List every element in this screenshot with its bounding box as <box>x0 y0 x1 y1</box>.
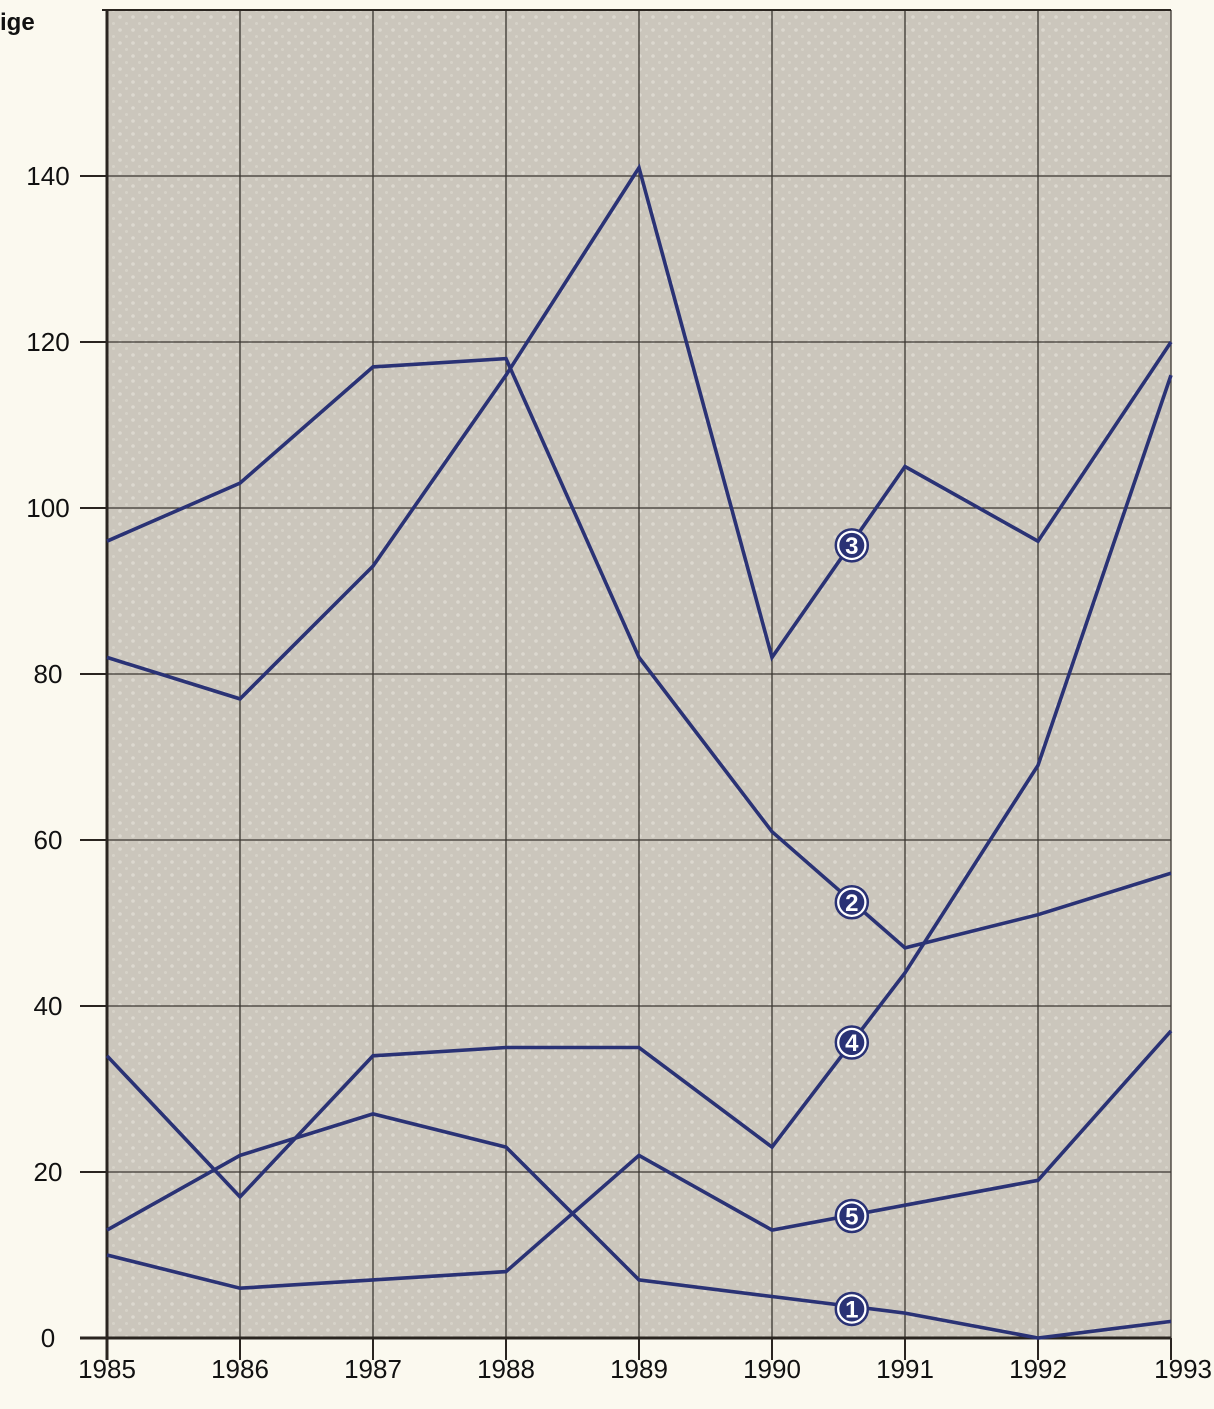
series-line-5 <box>106 1112 1172 1340</box>
x-tick-label-1989: 1989 <box>610 1354 668 1384</box>
series-line-3 <box>106 163 1173 701</box>
series-marker-1: 1 <box>834 1291 870 1327</box>
series-marker-3: 3 <box>834 528 870 563</box>
series-marker-5: 5 <box>834 1198 870 1234</box>
series-marker-2: 2 <box>834 885 870 920</box>
x-tick-label-1993: 1993 <box>1154 1354 1212 1384</box>
marker-label-2: 2 <box>845 890 858 917</box>
x-tick-label-1986: 1986 <box>211 1354 269 1384</box>
series-markers: 1 2 3 4 5 <box>834 528 870 1327</box>
marker-label-4: 4 <box>845 1030 859 1057</box>
x-tick-label-1988: 1988 <box>477 1354 535 1384</box>
gridlines <box>102 9 1172 1338</box>
series-marker-4: 4 <box>834 1025 870 1060</box>
marker-label-1: 1 <box>845 1296 858 1323</box>
series-lines <box>105 163 1173 1340</box>
series-line-1 <box>106 1029 1173 1291</box>
y-tick-label-120: 120 <box>26 327 69 357</box>
y-axis-label: ige <box>0 9 35 36</box>
axes <box>80 10 1172 1360</box>
y-tick-label-140: 140 <box>26 161 69 191</box>
y-tick-label-40: 40 <box>34 991 63 1021</box>
x-tick-label-1991: 1991 <box>876 1354 934 1384</box>
tick-labels: 0 20 40 60 80 100 120 140 1985 1986 1987 1988 1989 19… <box>0 9 1212 1384</box>
y-tick-label-60: 60 <box>34 825 63 855</box>
marker-disc <box>839 1203 865 1229</box>
x-tick-label-1987: 1987 <box>344 1354 402 1384</box>
marker-label-3: 3 <box>845 533 858 560</box>
y-tick-label-80: 80 <box>34 659 63 689</box>
x-tick-label-1990: 1990 <box>743 1354 801 1384</box>
x-tick-label-1992: 1992 <box>1009 1354 1067 1384</box>
marker-disc <box>839 532 865 558</box>
y-tick-label-0: 0 <box>41 1323 55 1353</box>
x-tick-label-1985: 1985 <box>78 1354 136 1384</box>
marker-disc <box>839 889 865 915</box>
marker-label-5: 5 <box>845 1203 858 1230</box>
y-tick-label-100: 100 <box>26 493 69 523</box>
series-line-4 <box>105 374 1173 1200</box>
series-line-2 <box>106 356 1172 950</box>
marker-disc <box>839 1296 865 1322</box>
marker-disc <box>839 1030 865 1056</box>
y-tick-label-20: 20 <box>34 1157 63 1187</box>
